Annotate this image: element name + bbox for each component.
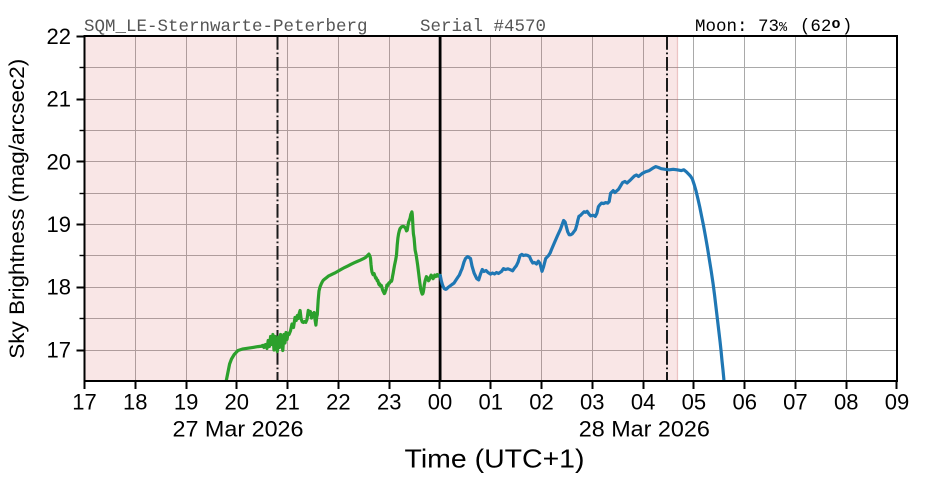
svg-text:22: 22 <box>47 24 71 49</box>
svg-text:09: 09 <box>885 390 909 415</box>
svg-text:01: 01 <box>479 390 503 415</box>
svg-text:07: 07 <box>783 390 807 415</box>
svg-text:04: 04 <box>631 390 655 415</box>
svg-text:20: 20 <box>47 149 71 174</box>
svg-text:SQM_LE-Sternwarte-Peterberg: SQM_LE-Sternwarte-Peterberg <box>84 17 368 37</box>
svg-text:Time (UTC+1): Time (UTC+1) <box>405 443 585 473</box>
svg-text:18: 18 <box>123 390 147 415</box>
svg-text:00: 00 <box>428 390 452 415</box>
svg-text:19: 19 <box>174 390 198 415</box>
svg-text:02: 02 <box>529 390 553 415</box>
svg-text:27 Mar 2026: 27 Mar 2026 <box>173 416 304 441</box>
svg-text:21: 21 <box>275 390 299 415</box>
svg-text:Moon: 73% (62o): Moon: 73% (62o) <box>695 16 852 37</box>
svg-text:03: 03 <box>580 390 604 415</box>
svg-text:19: 19 <box>47 212 71 237</box>
svg-text:05: 05 <box>682 390 706 415</box>
svg-text:17: 17 <box>72 390 96 415</box>
svg-text:08: 08 <box>834 390 858 415</box>
svg-text:22: 22 <box>326 390 350 415</box>
svg-text:17: 17 <box>47 337 71 362</box>
svg-text:06: 06 <box>732 390 756 415</box>
svg-text:18: 18 <box>47 275 71 300</box>
svg-text:20: 20 <box>225 390 249 415</box>
svg-text:Sky Brightness (mag/arcsec2): Sky Brightness (mag/arcsec2) <box>5 59 29 359</box>
svg-text:23: 23 <box>377 390 401 415</box>
svg-text:Serial #4570: Serial #4570 <box>420 17 546 37</box>
svg-text:28 Mar 2026: 28 Mar 2026 <box>579 416 710 441</box>
svg-text:21: 21 <box>47 87 71 112</box>
